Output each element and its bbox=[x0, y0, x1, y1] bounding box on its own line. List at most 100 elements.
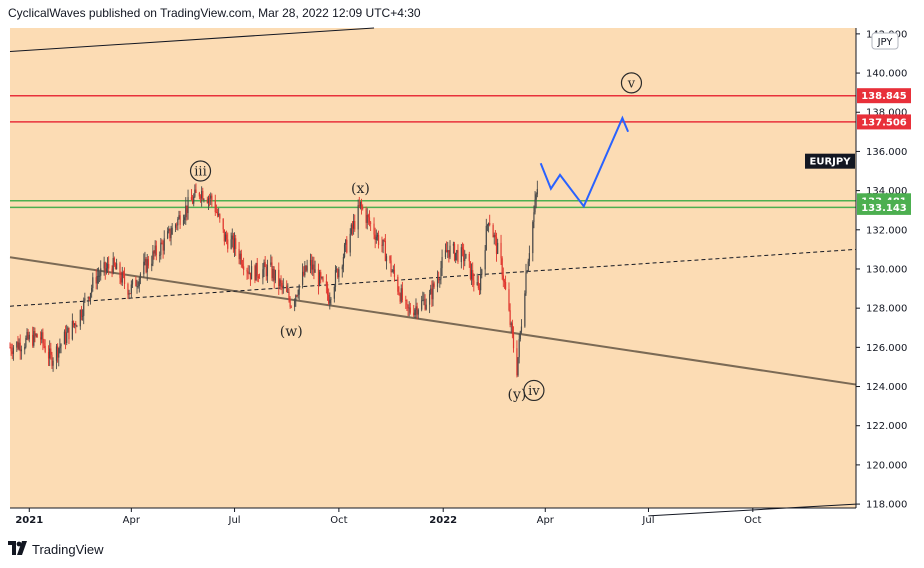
candle-body bbox=[63, 331, 66, 345]
candle bbox=[314, 260, 316, 273]
candle bbox=[289, 296, 291, 309]
candle bbox=[461, 242, 464, 257]
candle-body bbox=[243, 266, 245, 270]
wave-text: iv bbox=[528, 384, 540, 399]
candle bbox=[501, 256, 503, 280]
candle-body bbox=[415, 306, 417, 310]
wave-circle bbox=[523, 379, 545, 402]
candle-body bbox=[342, 257, 345, 267]
candle-body bbox=[143, 261, 145, 275]
candle-body bbox=[473, 280, 475, 285]
candle-body bbox=[170, 234, 172, 239]
candle-body bbox=[187, 197, 189, 214]
candle-body bbox=[231, 235, 233, 240]
candle bbox=[311, 254, 313, 275]
candle-body bbox=[301, 271, 304, 285]
candle-body bbox=[290, 306, 292, 308]
candle bbox=[75, 320, 77, 334]
candle-body bbox=[351, 224, 354, 229]
candle bbox=[113, 256, 115, 267]
candle-body bbox=[516, 348, 518, 376]
candle-body bbox=[318, 272, 321, 286]
candle bbox=[160, 238, 162, 260]
candle bbox=[185, 197, 187, 225]
candle-body bbox=[472, 270, 474, 281]
candle-body bbox=[68, 327, 70, 340]
candle-body bbox=[405, 299, 407, 301]
candle-body bbox=[28, 334, 30, 340]
candle-body bbox=[103, 262, 105, 269]
candle bbox=[179, 210, 181, 229]
currency-text: JPY bbox=[877, 37, 894, 48]
candle-body bbox=[238, 248, 240, 260]
x-tick-label: Apr bbox=[537, 515, 555, 526]
candle-body bbox=[95, 277, 97, 284]
candle bbox=[465, 253, 467, 259]
candle-body bbox=[195, 189, 197, 193]
candle-body bbox=[105, 268, 107, 272]
candle bbox=[114, 262, 117, 270]
candle-body bbox=[9, 347, 11, 349]
candle bbox=[415, 298, 417, 319]
candle bbox=[106, 257, 109, 273]
projection-line bbox=[539, 115, 630, 209]
candle-body bbox=[328, 294, 330, 304]
wave-label-x: (x) bbox=[351, 181, 370, 197]
candle bbox=[489, 214, 491, 227]
candle bbox=[318, 269, 321, 287]
candle bbox=[123, 267, 126, 290]
candle-body bbox=[113, 258, 115, 266]
candle-body bbox=[224, 234, 227, 242]
candle bbox=[152, 245, 154, 267]
badge-label: 133.143 bbox=[861, 203, 907, 214]
candle bbox=[159, 251, 161, 263]
candle bbox=[366, 208, 368, 230]
candle-body bbox=[230, 239, 232, 249]
candle bbox=[255, 262, 257, 281]
candle bbox=[121, 266, 123, 286]
candle-body bbox=[480, 274, 482, 291]
candle-body bbox=[477, 282, 479, 289]
candle-body bbox=[210, 195, 212, 199]
candle bbox=[272, 265, 274, 282]
candle-body bbox=[162, 243, 164, 251]
candle bbox=[329, 292, 331, 310]
candle bbox=[119, 261, 121, 284]
candle bbox=[354, 214, 356, 232]
candle bbox=[381, 236, 383, 253]
candle-body bbox=[494, 234, 496, 238]
candle-body bbox=[100, 268, 102, 276]
candle-body bbox=[128, 293, 130, 295]
candle bbox=[232, 232, 235, 253]
candle-body bbox=[43, 342, 45, 346]
candle bbox=[365, 206, 367, 229]
candle bbox=[231, 228, 233, 248]
candle bbox=[309, 253, 312, 274]
candle bbox=[528, 245, 530, 267]
candle-body bbox=[248, 272, 250, 274]
x-tick-label: 2021 bbox=[15, 515, 43, 526]
candle bbox=[36, 333, 38, 338]
candle-body bbox=[57, 346, 59, 358]
candle bbox=[535, 192, 537, 209]
candle bbox=[476, 273, 478, 286]
candle bbox=[163, 230, 165, 255]
candle-body bbox=[19, 342, 21, 352]
candle bbox=[103, 256, 105, 276]
tradingview-footer[interactable]: TradingView bbox=[8, 541, 104, 558]
candle bbox=[274, 269, 276, 284]
candle bbox=[171, 223, 173, 235]
candle bbox=[368, 210, 371, 227]
candle bbox=[51, 351, 53, 369]
candle-body bbox=[509, 310, 511, 325]
candle bbox=[336, 266, 338, 273]
candle-body bbox=[389, 256, 391, 261]
candle-body bbox=[135, 279, 137, 287]
candle-body bbox=[190, 197, 193, 201]
candle bbox=[187, 189, 189, 220]
candle-body bbox=[375, 236, 377, 241]
candle bbox=[519, 330, 521, 342]
candle-body bbox=[11, 351, 13, 354]
candle-body bbox=[485, 225, 487, 251]
